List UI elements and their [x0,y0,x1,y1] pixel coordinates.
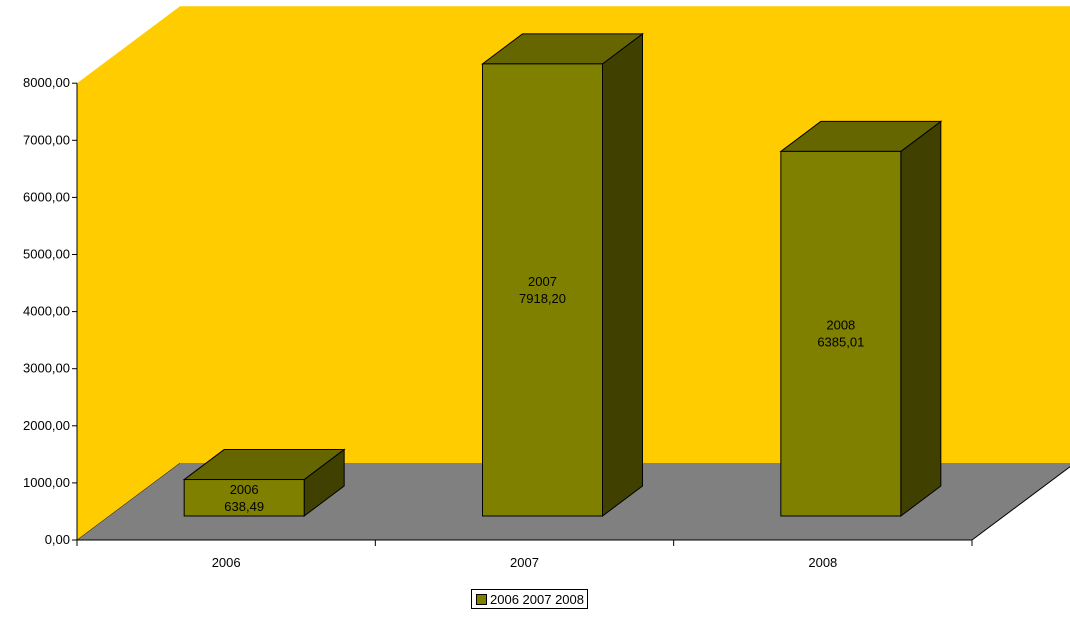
floor-left-edge [76,462,181,541]
data-label-category: 2007 [528,274,557,289]
data-label-value: 638,49 [224,499,264,514]
bar-2007 [481,32,644,517]
y-tick-label: 3000,00 [23,361,70,376]
chart-bars [182,32,943,517]
chart-axes: 0,00 1000,00 2000,00 3000,00 4000,00 5000,00 6… [23,75,1070,570]
side-wall [77,6,180,540]
data-label-category: 2006 [230,482,259,497]
bar-front [183,479,305,517]
floor-right-edge [971,466,1070,541]
bar-2008 [779,120,943,517]
y-tick-label: 4000,00 [23,304,70,319]
y-tick-label: 5000,00 [23,247,70,262]
y-tick-label: 2000,00 [23,418,70,433]
x-tick-label: 2007 [510,555,539,570]
y-tick-label: 8000,00 [23,75,70,90]
bar-side [900,120,942,517]
bar-side [602,32,643,517]
bar-2006 [182,448,346,517]
y-tick-label: 6000,00 [23,189,70,204]
data-label-category: 2008 [826,318,855,333]
chart-legend: 2006 2007 2008 [471,589,588,609]
y-tick-label: 0,00 [45,532,70,547]
bar-front [780,150,902,517]
data-label-value: 7918,20 [519,291,566,306]
y-tick-label: 1000,00 [23,475,70,490]
legend-label: 2006 2007 2008 [490,591,584,607]
bar-front [482,63,603,517]
chart-data-labels: 2006 638,49 2007 7918,20 2008 6385,01 [224,274,864,514]
legend-swatch [476,593,487,605]
y-tick-label: 7000,00 [23,132,70,147]
data-label-value: 6385,01 [817,335,864,350]
x-tick-label: 2006 [212,555,241,570]
x-tick-label: 2008 [808,555,837,570]
